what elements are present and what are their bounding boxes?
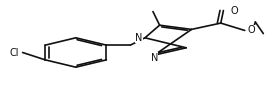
- Text: Cl: Cl: [10, 47, 19, 58]
- Text: O: O: [248, 25, 256, 35]
- Text: N: N: [135, 33, 143, 43]
- Text: O: O: [230, 5, 238, 16]
- Text: N: N: [151, 53, 158, 63]
